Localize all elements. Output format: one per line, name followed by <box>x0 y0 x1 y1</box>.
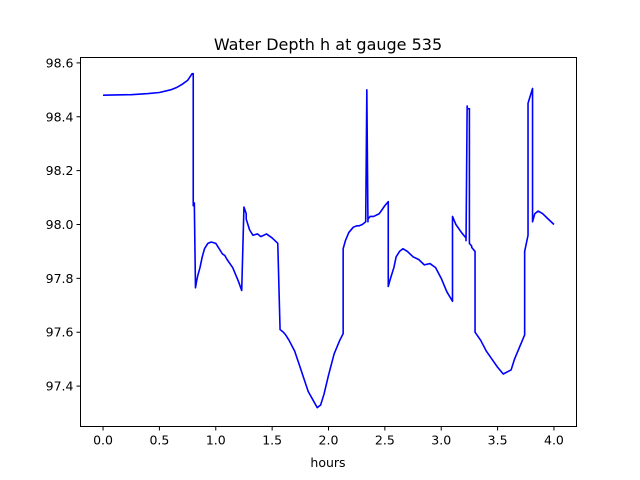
x-tick-label: 4.0 <box>544 433 564 448</box>
x-tick-label: 0.5 <box>149 433 169 448</box>
chart-title: Water Depth h at gauge 535 <box>214 35 442 54</box>
x-tick-label: 2.5 <box>375 433 395 448</box>
y-axis: 97.4 97.6 97.8 98.0 98.2 98.4 98.6 <box>46 55 81 394</box>
y-tick-label: 98.0 <box>46 217 74 232</box>
x-tick-label: 2.0 <box>319 433 339 448</box>
y-tick-label: 98.4 <box>46 109 74 124</box>
y-tick-label: 98.6 <box>46 55 74 70</box>
x-tick-label: 3.5 <box>488 433 508 448</box>
x-tick-label: 3.0 <box>431 433 451 448</box>
x-tick-label: 0.0 <box>93 433 113 448</box>
y-tick-label: 98.2 <box>46 163 74 178</box>
y-tick-label: 97.4 <box>46 379 74 394</box>
y-tick-label: 97.8 <box>46 271 74 286</box>
y-tick-label: 97.6 <box>46 325 74 340</box>
plot-area <box>103 72 555 409</box>
series-line <box>103 72 555 409</box>
x-tick-label: 1.0 <box>206 433 226 448</box>
x-axis: 0.0 0.5 1.0 1.5 2.0 2.5 3.0 3.5 4.0 <box>93 426 564 448</box>
x-axis-label: hours <box>310 455 345 470</box>
axes-frame <box>80 57 577 427</box>
x-tick-label: 1.5 <box>262 433 282 448</box>
